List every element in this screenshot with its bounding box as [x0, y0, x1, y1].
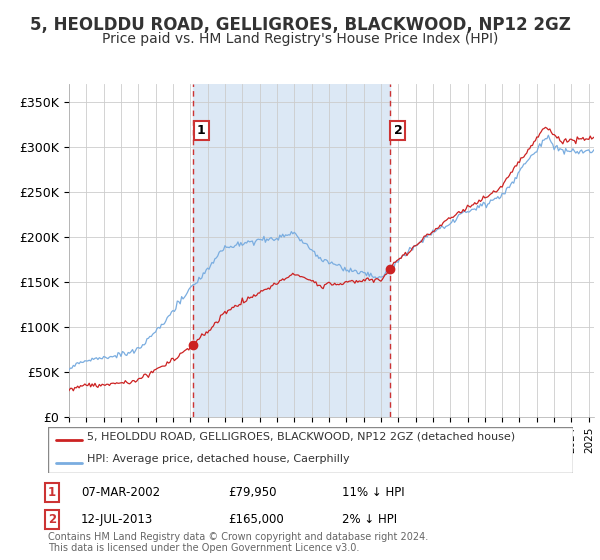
Text: Price paid vs. HM Land Registry's House Price Index (HPI): Price paid vs. HM Land Registry's House … [102, 32, 498, 46]
Text: Contains HM Land Registry data © Crown copyright and database right 2024.
This d: Contains HM Land Registry data © Crown c… [48, 531, 428, 553]
Text: 12-JUL-2013: 12-JUL-2013 [81, 513, 153, 526]
Text: 2: 2 [48, 513, 56, 526]
Bar [193, 84, 390, 417]
Text: 07-MAR-2002: 07-MAR-2002 [81, 486, 160, 500]
Text: £165,000: £165,000 [228, 513, 284, 526]
Text: 5, HEOLDDU ROAD, GELLIGROES, BLACKWOOD, NP12 2GZ: 5, HEOLDDU ROAD, GELLIGROES, BLACKWOOD, … [29, 16, 571, 34]
Text: 1: 1 [48, 486, 56, 500]
Text: HPI: Average price, detached house, Caerphilly: HPI: Average price, detached house, Caer… [88, 455, 350, 464]
Text: 2% ↓ HPI: 2% ↓ HPI [342, 513, 397, 526]
Text: £79,950: £79,950 [228, 486, 277, 500]
Text: 1: 1 [197, 124, 205, 137]
Text: 11% ↓ HPI: 11% ↓ HPI [342, 486, 404, 500]
Text: 5, HEOLDDU ROAD, GELLIGROES, BLACKWOOD, NP12 2GZ (detached house): 5, HEOLDDU ROAD, GELLIGROES, BLACKWOOD, … [88, 431, 515, 441]
Text: 2: 2 [394, 124, 402, 137]
